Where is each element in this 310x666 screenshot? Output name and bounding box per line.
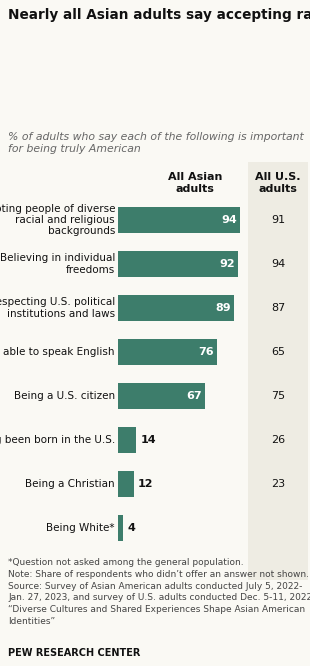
- Text: 94: 94: [221, 215, 237, 225]
- Text: Being White*: Being White*: [46, 523, 115, 533]
- Text: 26: 26: [271, 435, 285, 445]
- Text: Being a U.S. citizen: Being a U.S. citizen: [14, 391, 115, 401]
- Bar: [118, 472, 134, 497]
- Text: PEW RESEARCH CENTER: PEW RESEARCH CENTER: [8, 648, 140, 658]
- Text: 23: 23: [271, 479, 285, 489]
- Text: All U.S.
adults: All U.S. adults: [255, 172, 301, 194]
- Text: All Asian
adults: All Asian adults: [168, 172, 222, 194]
- Text: 76: 76: [198, 347, 214, 357]
- Bar: [118, 295, 234, 321]
- Text: 4: 4: [127, 523, 135, 533]
- Text: Believing in individual
freedoms: Believing in individual freedoms: [0, 253, 115, 274]
- Text: 65: 65: [271, 347, 285, 357]
- Text: % of adults who say each of the following is important
for being truly American: % of adults who say each of the followin…: [8, 132, 304, 155]
- Bar: [248, 168, 308, 580]
- Bar: [118, 339, 217, 365]
- Text: 75: 75: [271, 391, 285, 401]
- Text: Nearly all Asian adults say accepting racial and religious diversity and belief : Nearly all Asian adults say accepting ra…: [8, 8, 310, 22]
- Text: 67: 67: [187, 391, 202, 401]
- Bar: [248, 162, 308, 193]
- Text: 12: 12: [138, 479, 153, 489]
- Bar: [118, 515, 123, 541]
- Bar: [118, 207, 240, 232]
- Text: 94: 94: [271, 259, 285, 269]
- Text: 91: 91: [271, 215, 285, 225]
- Text: 14: 14: [140, 435, 156, 445]
- Text: 92: 92: [219, 259, 235, 269]
- Text: 87: 87: [271, 303, 285, 313]
- Text: Respecting U.S. political
institutions and laws: Respecting U.S. political institutions a…: [0, 298, 115, 318]
- Text: Being able to speak English: Being able to speak English: [0, 347, 115, 357]
- Text: Accepting people of diverse
racial and religious
backgrounds: Accepting people of diverse racial and r…: [0, 204, 115, 236]
- Text: Having been born in the U.S.: Having been born in the U.S.: [0, 435, 115, 445]
- Text: *Question not asked among the general population.
Note: Share of respondents who: *Question not asked among the general po…: [8, 558, 310, 626]
- Bar: [118, 251, 237, 277]
- Bar: [118, 383, 205, 409]
- Bar: [118, 428, 136, 453]
- Text: Being a Christian: Being a Christian: [25, 479, 115, 489]
- Text: 89: 89: [215, 303, 231, 313]
